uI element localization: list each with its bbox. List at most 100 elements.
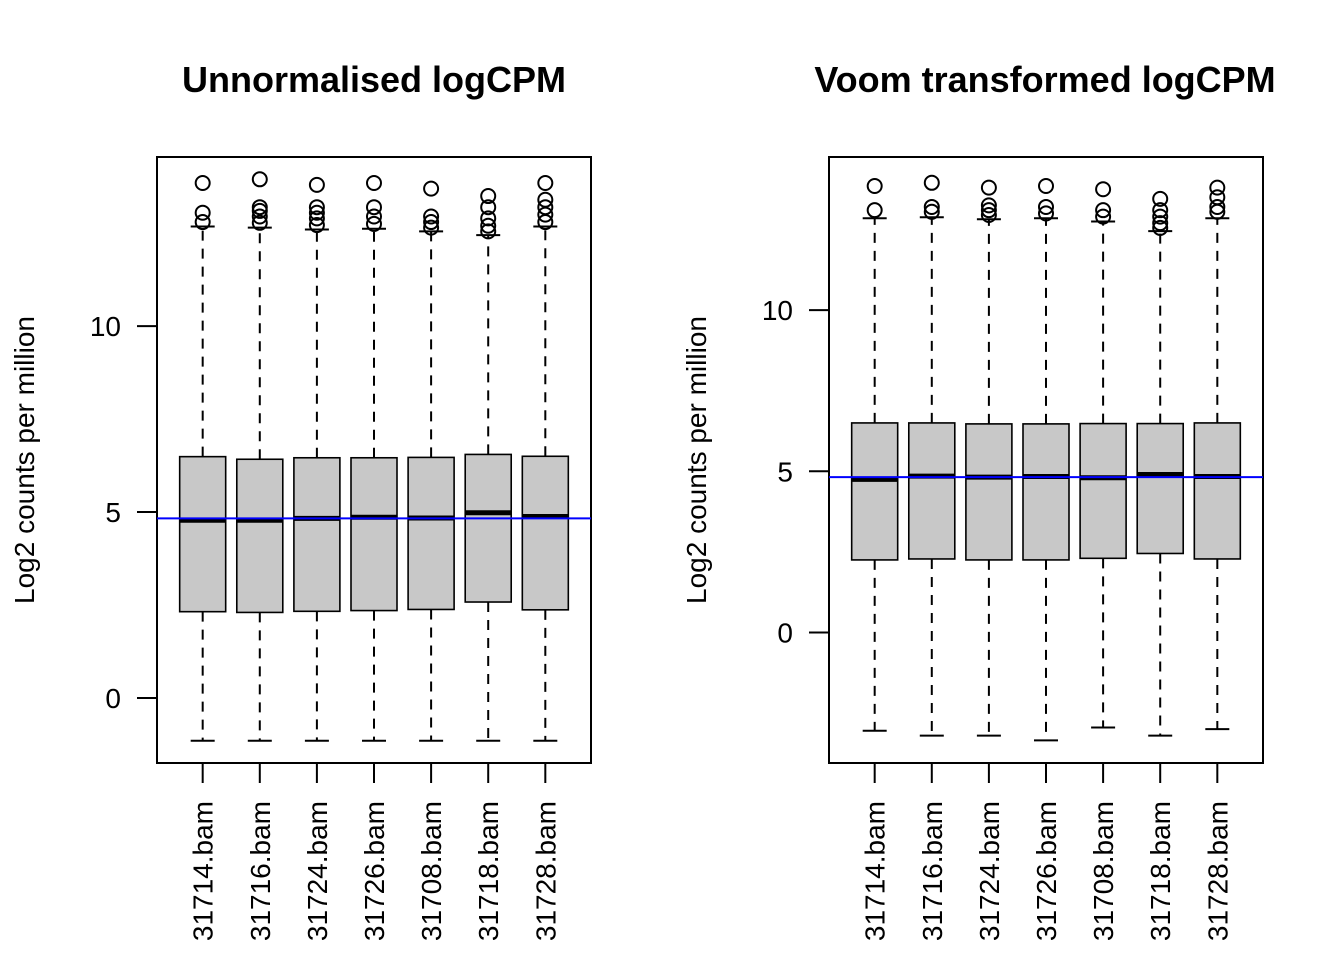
outlier-point bbox=[251, 208, 268, 225]
x-category-label: 31718.bam bbox=[473, 801, 504, 941]
outlier-point bbox=[1152, 202, 1169, 219]
boxplot-panel-1: Unnormalised logCPM Log2 counts per milli… bbox=[9, 59, 592, 941]
outlier-point bbox=[923, 174, 940, 191]
x-category-label: 31724.bam bbox=[974, 801, 1005, 941]
x-category-label: 31726.bam bbox=[359, 801, 390, 941]
outlier-point bbox=[1152, 190, 1169, 207]
outlier-point bbox=[308, 217, 325, 234]
box-31716.bam: 31716.bam bbox=[907, 174, 956, 941]
y-tick-label: 10 bbox=[762, 295, 793, 326]
outlier-point bbox=[1095, 181, 1112, 198]
iqr-box bbox=[407, 456, 455, 611]
iqr-box bbox=[464, 453, 513, 603]
boxplot-panel-2: Voom transformed logCPM Log2 counts per m… bbox=[681, 59, 1276, 941]
outlier-point bbox=[423, 219, 440, 236]
outlier-point bbox=[1152, 215, 1169, 232]
box-31728.bam: 31728.bam bbox=[521, 175, 570, 941]
x-category-label: 31726.bam bbox=[1031, 801, 1062, 941]
outlier-point bbox=[251, 214, 268, 231]
outlier-point bbox=[1095, 202, 1112, 219]
outlier-point bbox=[1038, 178, 1054, 195]
outlier-point bbox=[866, 202, 883, 219]
outlier-point bbox=[480, 199, 497, 216]
outlier-point bbox=[251, 199, 268, 216]
outlier-point bbox=[366, 215, 382, 232]
outlier-point bbox=[1095, 208, 1112, 225]
outlier-point bbox=[537, 175, 554, 192]
outlier-point bbox=[980, 207, 997, 224]
outlier-point bbox=[980, 202, 997, 219]
x-category-label: 31716.bam bbox=[917, 801, 948, 941]
iqr-box bbox=[1136, 422, 1185, 555]
iqr-box bbox=[1193, 422, 1242, 560]
outlier-point bbox=[194, 214, 211, 231]
outlier-point bbox=[308, 176, 325, 193]
iqr-box bbox=[178, 455, 227, 613]
y-axis-label: Log2 counts per million bbox=[9, 316, 40, 604]
iqr-box bbox=[1079, 422, 1127, 560]
outlier-point bbox=[980, 197, 997, 214]
iqr-box bbox=[521, 455, 570, 611]
x-category-label: 31724.bam bbox=[302, 801, 333, 941]
box-31708.bam: 31708.bam bbox=[1079, 181, 1127, 941]
iqr-box bbox=[907, 422, 956, 560]
x-category-label: 31708.bam bbox=[416, 801, 447, 941]
outlier-point bbox=[866, 178, 883, 195]
outlier-point bbox=[366, 208, 382, 225]
box-31724.bam: 31724.bam bbox=[293, 176, 341, 941]
y-tick-label: 0 bbox=[777, 617, 793, 648]
outlier-point bbox=[366, 175, 382, 192]
box-31708.bam: 31708.bam bbox=[407, 180, 455, 941]
outlier-point bbox=[423, 208, 440, 225]
iqr-box bbox=[850, 422, 899, 561]
x-category-label: 31714.bam bbox=[188, 801, 219, 941]
outlier-point bbox=[480, 217, 497, 234]
x-category-label: 31728.bam bbox=[1202, 801, 1233, 941]
outlier-point bbox=[537, 199, 554, 216]
y-tick-label: 5 bbox=[105, 497, 121, 528]
outlier-point bbox=[923, 198, 940, 215]
iqr-box bbox=[350, 456, 398, 612]
y-tick-label: 10 bbox=[90, 311, 121, 342]
outlier-point bbox=[251, 171, 268, 188]
x-category-label: 31716.bam bbox=[245, 801, 276, 941]
x-category-label: 31714.bam bbox=[860, 801, 891, 941]
box-31718.bam: 31718.bam bbox=[464, 188, 513, 941]
outlier-point bbox=[423, 180, 440, 197]
box-31714.bam: 31714.bam bbox=[178, 175, 227, 941]
outlier-point bbox=[1209, 189, 1226, 206]
outlier-point bbox=[1152, 208, 1169, 225]
outlier-point bbox=[1152, 219, 1169, 236]
y-tick-label: 0 bbox=[105, 683, 121, 714]
box-31714.bam: 31714.bam bbox=[850, 178, 899, 941]
outlier-point bbox=[1209, 198, 1226, 215]
outlier-point bbox=[480, 188, 497, 205]
box-31726.bam: 31726.bam bbox=[1022, 178, 1070, 941]
iqr-box bbox=[965, 423, 1013, 561]
outlier-point bbox=[537, 191, 554, 208]
outlier-point bbox=[194, 175, 211, 192]
outlier-point bbox=[423, 214, 440, 231]
outlier-point bbox=[980, 179, 997, 196]
outlier-point bbox=[308, 199, 325, 216]
y-tick-label: 5 bbox=[777, 456, 793, 487]
chart-title: Voom transformed logCPM bbox=[814, 59, 1275, 100]
outlier-point bbox=[366, 199, 382, 216]
iqr-box bbox=[1022, 423, 1070, 561]
x-category-label: 31728.bam bbox=[530, 801, 561, 941]
box-31726.bam: 31726.bam bbox=[350, 175, 398, 941]
iqr-box bbox=[293, 456, 341, 613]
outlier-point bbox=[480, 210, 497, 227]
outlier-point bbox=[308, 210, 325, 227]
y-axis-label: Log2 counts per million bbox=[681, 316, 712, 604]
x-category-label: 31718.bam bbox=[1145, 801, 1176, 941]
box-31728.bam: 31728.bam bbox=[1193, 179, 1242, 941]
x-category-label: 31708.bam bbox=[1088, 801, 1119, 941]
outlier-point bbox=[1038, 198, 1054, 215]
chart-title: Unnormalised logCPM bbox=[182, 59, 566, 100]
outlier-point bbox=[1038, 205, 1054, 222]
box-31716.bam: 31716.bam bbox=[235, 171, 284, 941]
outlier-point bbox=[308, 204, 325, 221]
box-31724.bam: 31724.bam bbox=[965, 179, 1013, 941]
